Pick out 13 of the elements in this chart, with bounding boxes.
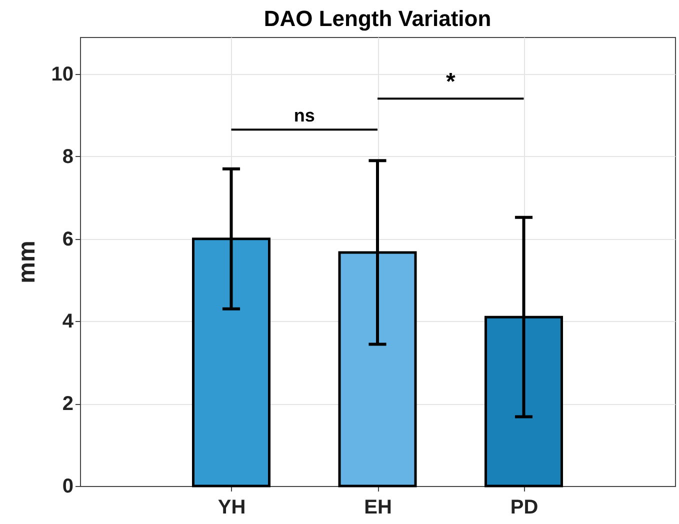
x-tick-label: YH [218, 496, 246, 518]
y-tick-label: 2 [62, 393, 74, 416]
y-tick-label: 8 [62, 146, 74, 168]
y-tick-label: 0 [62, 476, 74, 498]
x-tick-label: PD [510, 496, 538, 518]
chart-title: DAO Length Variation [264, 6, 492, 31]
x-tick-label: EH [364, 496, 392, 518]
y-tick-label: 10 [51, 64, 74, 86]
annotation: * [446, 68, 456, 96]
y-axis-title: mm [13, 240, 40, 284]
y-tick-label: 4 [62, 310, 74, 333]
y-tick-label: 6 [62, 228, 74, 250]
annotation: ns [294, 106, 315, 126]
